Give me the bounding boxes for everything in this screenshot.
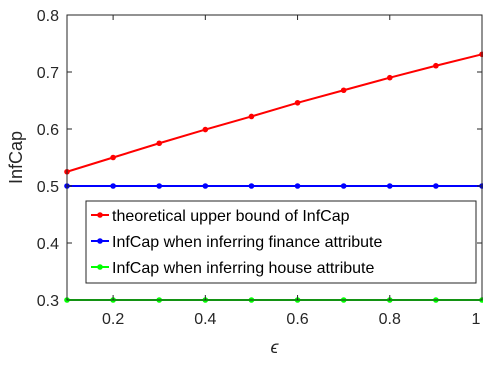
data-point — [156, 183, 163, 189]
data-point — [386, 74, 393, 81]
data-point — [202, 126, 209, 133]
y-tick-label: 0.5 — [37, 179, 59, 196]
legend-marker — [97, 212, 103, 218]
data-point — [433, 62, 439, 69]
data-point — [110, 183, 116, 189]
x-tick-label: 0.4 — [194, 311, 216, 328]
ticks-layer: 0.3 0.4 0.5 0.6 0.7 0.8 0.2 0.4 0.6 0.8 1 — [37, 8, 483, 328]
legend-marker — [97, 264, 103, 270]
data-point — [202, 183, 209, 189]
y-tick-label: 0.6 — [37, 122, 59, 139]
data-point — [248, 183, 255, 189]
data-point — [433, 183, 439, 189]
series-line — [66, 53, 483, 173]
legend: theoretical upper bound of InfCap InfCap … — [85, 200, 477, 284]
data-point — [386, 183, 393, 189]
x-tick-label: 1 — [472, 311, 481, 328]
y-tick-label: 0.3 — [37, 293, 59, 310]
data-point — [294, 99, 301, 106]
legend-marker — [97, 238, 103, 244]
data-point — [248, 113, 255, 120]
y-tick-label: 0.4 — [37, 236, 59, 253]
legend-label: InfCap when inferring finance attribute — [112, 234, 382, 251]
data-point — [156, 140, 163, 147]
data-point — [110, 154, 116, 161]
y-tick-label: 0.8 — [37, 8, 59, 25]
x-axis-label: ϵ — [271, 337, 280, 357]
x-tick-label: 0.2 — [102, 311, 124, 328]
legend-label: theoretical upper bound of InfCap — [112, 208, 350, 225]
data-point — [294, 183, 301, 189]
legend-box — [85, 200, 477, 284]
y-axis-label: InfCap — [6, 131, 26, 184]
axes-box — [66, 14, 483, 301]
data-point — [340, 183, 347, 189]
y-tick-label: 0.7 — [37, 65, 59, 82]
data-point — [340, 87, 347, 94]
x-tick-label: 0.8 — [379, 311, 401, 328]
x-tick-label: 0.6 — [286, 311, 308, 328]
legend-label: InfCap when inferring house attribute — [112, 260, 374, 277]
